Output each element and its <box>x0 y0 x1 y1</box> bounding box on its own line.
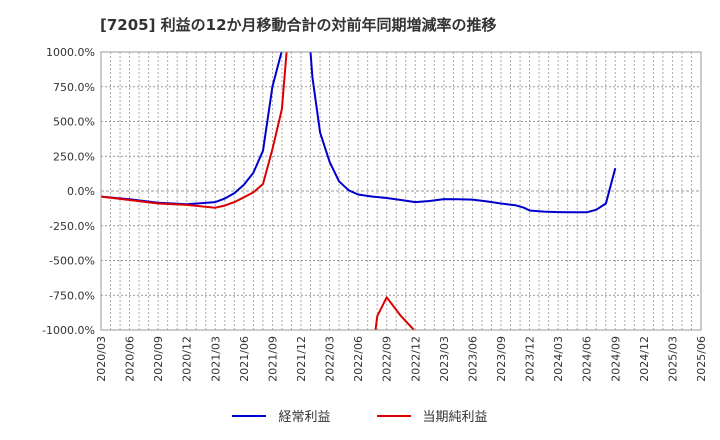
x-tick-label: 2020/06 <box>124 336 137 382</box>
y-tick-label: 1000.0% <box>46 46 95 59</box>
x-tick-label: 2024/12 <box>638 336 651 382</box>
y-axis-ticks: 1000.0% 750.0% 500.0% 250.0% 0.0% -250.0% -500… <box>42 46 95 337</box>
y-tick-label: 0.0% <box>67 185 95 198</box>
x-tick-label: 2021/12 <box>295 336 308 382</box>
x-tick-label: 2024/09 <box>609 336 622 382</box>
grid <box>101 51 701 331</box>
legend-item-net-profit: 当期純利益 <box>376 406 488 425</box>
x-tick-label: 2021/06 <box>238 336 251 382</box>
x-tick-label: 2022/12 <box>409 336 422 382</box>
y-tick-label: -250.0% <box>49 220 95 233</box>
legend-label: 当期純利益 <box>422 410 488 425</box>
y-tick-label: 750.0% <box>53 81 95 94</box>
x-tick-label: 2023/03 <box>438 336 451 382</box>
legend: 経常利益 当期純利益 <box>0 406 720 425</box>
x-tick-label: 2025/03 <box>666 336 679 382</box>
x-tick-label: 2021/03 <box>209 336 222 382</box>
legend-item-ordinary-profit: 経常利益 <box>232 406 331 425</box>
x-tick-label: 2023/12 <box>524 336 537 382</box>
legend-swatch-red <box>376 414 411 417</box>
legend-label: 経常利益 <box>278 410 331 425</box>
y-tick-label: -750.0% <box>49 289 95 302</box>
x-axis-ticks: 2020/03 2020/06 2020/09 2020/12 2021/03 2021/… <box>95 336 708 382</box>
x-tick-label: 2022/06 <box>352 336 365 382</box>
x-tick-label: 2022/09 <box>381 336 394 382</box>
chart-title: [7205] 利益の12か月移動合計の対前年同期増減率の推移 <box>100 16 497 34</box>
x-tick-label: 2020/03 <box>95 336 108 382</box>
x-tick-label: 2023/09 <box>495 336 508 382</box>
y-tick-label: -500.0% <box>49 255 95 268</box>
x-tick-label: 2020/09 <box>152 336 165 382</box>
x-tick-label: 2020/12 <box>181 336 194 382</box>
plot-area-frame <box>100 51 702 331</box>
series-lines <box>101 52 617 330</box>
y-tick-label: -1000.0% <box>42 324 95 337</box>
series-line-net-profit <box>374 296 416 330</box>
series-line-net-profit <box>101 52 288 209</box>
y-tick-label: 500.0% <box>53 116 95 129</box>
y-tick-label: 250.0% <box>53 150 95 163</box>
x-tick-label: 2024/06 <box>581 336 594 382</box>
x-tick-label: 2023/06 <box>466 336 479 382</box>
x-tick-label: 2025/06 <box>695 336 708 382</box>
x-tick-label: 2021/09 <box>266 336 279 382</box>
series-line-ordinary-profit <box>101 52 617 214</box>
x-tick-label: 2024/03 <box>552 336 565 382</box>
x-tick-label: 2022/03 <box>324 336 337 382</box>
legend-swatch-blue <box>232 414 267 417</box>
